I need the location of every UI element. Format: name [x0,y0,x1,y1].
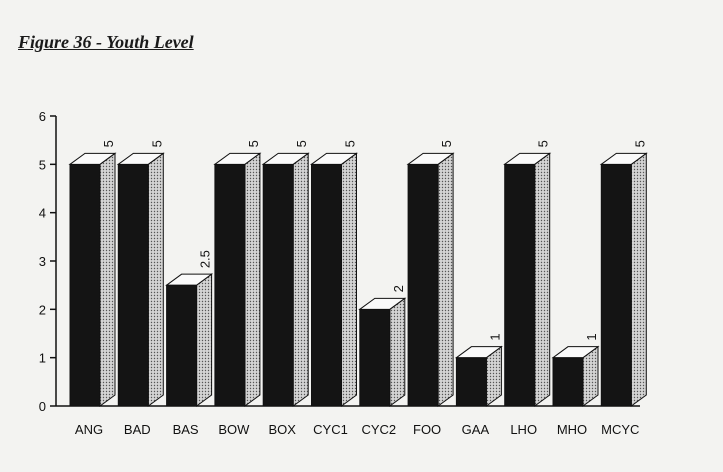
bar: 2 [358,285,407,407]
bar-top-face [599,152,648,165]
x-category-label: MCYC [601,422,639,437]
y-tick-label: 5 [39,157,46,172]
x-category-label: BAD [124,422,151,437]
x-category-label: CYC2 [361,422,396,437]
bar: 5 [503,140,552,407]
data-label: 5 [632,140,647,147]
data-label: 5 [343,140,358,147]
y-tick-label: 1 [39,351,46,366]
bar-front-face [262,163,294,407]
data-label: 2.5 [198,250,213,268]
x-axis-labels: ANG BAD BAS BOW BOX CYC1 CYC2 FOO GAA LHO MHO MCYC [75,422,640,437]
y-tick-label: 4 [39,206,46,221]
bar-top-face [358,297,407,310]
bar-side-face [389,297,406,407]
x-category-label: BOW [218,422,250,437]
data-label: 5 [294,140,309,147]
data-label: 5 [101,140,116,147]
bar-side-face [341,152,357,407]
bar-front-face [214,163,246,407]
bar-top-face [503,152,552,165]
bar-front-face [600,163,632,407]
bar-series: 5 5 2.5 5 5 5 2 5 1 5 1 5 [68,140,648,407]
bar-front-face [117,163,149,407]
bar-front-face [455,357,487,407]
bar: 5 [116,140,165,407]
bar: 2.5 [165,250,214,407]
x-category-label: GAA [462,422,490,437]
y-tick-label: 3 [39,254,46,269]
bar-side-face [292,152,309,407]
bar-side-face [534,152,551,407]
bar-front-face [166,284,198,407]
y-tick-label: 0 [39,399,46,414]
bar-side-face [630,152,647,407]
y-tick-label: 2 [39,302,46,317]
bar-top-face [213,152,262,165]
bar-top-face [68,152,117,165]
bar-top-face [165,273,214,286]
bar: 5 [599,140,648,407]
bar-side-face [147,152,164,407]
bar-front-face [552,357,584,407]
y-axis: 0 1 2 3 4 5 6 [39,109,640,414]
x-category-label: BOX [268,422,296,437]
bar-top-face [454,346,503,359]
bar-top-face [551,346,600,359]
x-category-label: CYC1 [313,422,348,437]
bar: 5 [406,140,455,407]
bar: 5 [261,140,310,407]
data-label: 1 [584,333,599,340]
data-label: 1 [487,333,502,340]
bar-front-face [407,163,439,407]
data-label: 2 [391,285,406,292]
data-label: 5 [536,140,551,147]
bar-top-face [309,152,359,165]
bar-front-face [359,308,391,407]
figure-title: Figure 36 - Youth Level [18,32,194,52]
bar-side-face [196,273,213,407]
data-label: 5 [246,140,261,147]
bar: 1 [551,333,600,407]
bar-side-face [244,152,261,407]
data-label: 5 [439,140,454,147]
bar-side-face [99,152,116,407]
x-category-label: FOO [413,422,441,437]
bar-side-face [437,152,454,407]
bar: 5 [309,140,359,407]
bar: 1 [454,333,503,407]
x-category-label: MHO [557,422,587,437]
x-category-label: BAS [173,422,199,437]
bar-top-face [406,152,455,165]
x-category-label: ANG [75,422,103,437]
y-tick-label: 6 [39,109,46,124]
bar: 5 [213,140,262,407]
bar-front-face [504,163,536,407]
bar-front-face [311,163,342,407]
bar-front-face [69,163,101,407]
bar: 5 [68,140,117,407]
data-label: 5 [149,140,164,147]
bar-top-face [116,152,165,165]
x-category-label: LHO [510,422,537,437]
bar-top-face [261,152,310,165]
